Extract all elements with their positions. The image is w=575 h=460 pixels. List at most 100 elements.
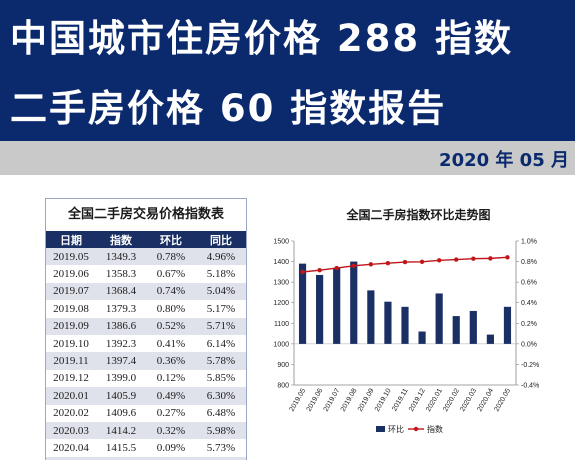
table-cell: 1379.3 xyxy=(96,300,146,318)
x-tick-label: 2019.08 xyxy=(340,387,359,413)
x-tick-label: 2020.03 xyxy=(459,387,478,413)
table-cell: 1349.3 xyxy=(96,248,146,266)
bar-mom xyxy=(298,263,307,344)
table-cell: 0.09% xyxy=(146,439,196,457)
table-cell: 5.85% xyxy=(196,369,246,388)
bar-mom xyxy=(401,306,409,344)
x-tick-label: 2020.02 xyxy=(442,387,461,413)
y-left-tick-label: 1300 xyxy=(273,280,289,287)
x-tick-label: 2020.05 xyxy=(493,387,512,413)
bar-mom xyxy=(503,306,512,344)
table-row: 2019.09 1386.6 0.52% 5.71% xyxy=(46,317,246,335)
table-body: 2019.05 1349.3 0.78% 4.96% 2019.06 1358.3 0.67… xyxy=(46,248,246,460)
column-header: 日期 xyxy=(46,231,96,248)
point-index xyxy=(351,263,356,269)
point-index xyxy=(402,259,408,265)
table-row: 2019.11 1397.4 0.36% 5.78% xyxy=(46,352,246,370)
y-right-tick-label: 0.8% xyxy=(521,259,537,266)
table-row: 2019.10 1392.3 0.41% 6.14% xyxy=(46,334,246,353)
table-cell: 2019.11 xyxy=(46,352,96,370)
table-row: 2020.02 1409.6 0.27% 6.48% xyxy=(46,404,246,422)
point-index xyxy=(454,257,459,262)
x-tick-label: 2019.09 xyxy=(357,387,376,413)
legend-swatch-mom xyxy=(376,426,385,432)
table-cell: 1358.3 xyxy=(96,265,146,283)
legend-label-mom: 环比 xyxy=(388,424,404,434)
table-cell: 5.17% xyxy=(196,300,246,318)
y-left-tick-label: 1400 xyxy=(273,259,289,266)
x-tick-label: 2020.04 xyxy=(476,387,495,413)
table-cell: 2019.06 xyxy=(46,265,96,283)
table-title: 全国二手房交易价格指数表 xyxy=(67,207,224,222)
table-cell: 2020.04 xyxy=(46,439,96,457)
table-cell: 0.27% xyxy=(146,404,196,422)
y-left-tick-label: 800 xyxy=(277,383,289,390)
table-cell: 2020.02 xyxy=(46,404,96,422)
point-index xyxy=(488,256,493,261)
table-cell: 0.78% xyxy=(146,248,196,266)
table-row: 2020.03 1414.2 0.32% 5.98% xyxy=(46,421,246,440)
y-right-tick-label: 0.0% xyxy=(521,341,537,348)
y-right-tick-label: 0.2% xyxy=(521,321,537,328)
table-cell: 0.80% xyxy=(146,300,196,318)
x-tick-label: 2019.06 xyxy=(306,387,325,413)
table-cell: 5.71% xyxy=(196,317,246,335)
report-date: 2020 年 05 月 xyxy=(439,150,569,171)
index-table: 日期 指数 环比 同比 2019.05 1349.3 0.78% 4.96% 2019.… xyxy=(46,231,246,460)
y-left-tick-label: 1100 xyxy=(274,321,289,328)
table-cell: 0.32% xyxy=(146,421,196,440)
bar-mom xyxy=(350,261,358,344)
table-cell: 1409.6 xyxy=(96,404,146,422)
table-cell: 1405.9 xyxy=(96,387,146,405)
y-right-tick-label: -0.4% xyxy=(521,383,539,390)
bar-mom xyxy=(486,334,494,344)
y-left-tick-label: 1200 xyxy=(273,300,289,307)
table-cell: 2019.05 xyxy=(46,248,96,266)
legend-label-index: 指数 xyxy=(427,424,443,434)
table-cell: 2019.07 xyxy=(46,282,96,301)
bar-mom xyxy=(435,293,443,344)
y-right-tick-label: 0.6% xyxy=(521,280,537,287)
table-cell: 5.73% xyxy=(196,439,246,457)
table-cell: 0.52% xyxy=(146,317,196,335)
chart-title: 全国二手房指数环比走势图 xyxy=(346,208,491,222)
table-cell: 2020.03 xyxy=(46,421,96,440)
table-cell: 5.18% xyxy=(196,265,246,283)
report-title-line1: 中国城市住房价格 288 指数 xyxy=(10,17,513,60)
table-cell: 0.41% xyxy=(146,334,196,353)
y-left-tick-label: 900 xyxy=(277,362,289,369)
bar-mom xyxy=(418,331,426,344)
bar-mom xyxy=(333,267,341,344)
table-row: 2019.08 1379.3 0.80% 5.17% xyxy=(46,300,246,318)
x-tick-label: 2020.01 xyxy=(425,387,444,413)
x-tick-label: 2019.07 xyxy=(323,387,342,413)
table-cell: 6.48% xyxy=(196,404,246,422)
table-cell: 0.67% xyxy=(146,265,196,283)
mom-trend-chart: 800 900 1000 1100 1200 1300 1400 1500 -0.4% -0.2%… xyxy=(273,239,539,435)
table-cell: 2019.08 xyxy=(46,300,96,318)
index-table-card: 全国二手房交易价格指数表 日期 指数 环比 同比 2019.05 1349.3 0.… xyxy=(45,198,247,460)
bar-mom xyxy=(367,290,375,344)
point-index xyxy=(334,265,339,271)
table-cell: 1415.5 xyxy=(96,439,146,457)
table-row: 2020.01 1405.9 0.49% 6.30% xyxy=(46,387,246,405)
report-banner: 中国城市住房价格 288 指数 二手房价格 60 指数报告 xyxy=(0,0,575,141)
table-row: 2019.06 1358.3 0.67% 5.18% xyxy=(46,265,246,283)
x-tick-label: 2019.11 xyxy=(391,387,410,412)
y-right-tick-label: 0.4% xyxy=(521,300,537,307)
table-cell: 6.14% xyxy=(196,334,246,353)
table-cell: 2019.10 xyxy=(46,334,96,353)
point-index xyxy=(505,255,510,260)
point-index xyxy=(368,262,374,267)
table-cell: 0.12% xyxy=(146,369,196,388)
table-cell: 5.04% xyxy=(196,282,246,301)
bar-mom xyxy=(469,310,477,344)
table-cell: 5.78% xyxy=(196,352,246,370)
table-row: 2019.12 1399.0 0.12% 5.85% xyxy=(46,369,246,388)
table-cell: 2019.12 xyxy=(46,369,96,388)
table-cell: 1397.4 xyxy=(96,352,146,370)
point-index xyxy=(436,258,442,263)
table-header-row: 日期 指数 环比 同比 xyxy=(46,231,246,248)
table-cell: 6.30% xyxy=(196,387,246,405)
point-index xyxy=(317,267,322,273)
